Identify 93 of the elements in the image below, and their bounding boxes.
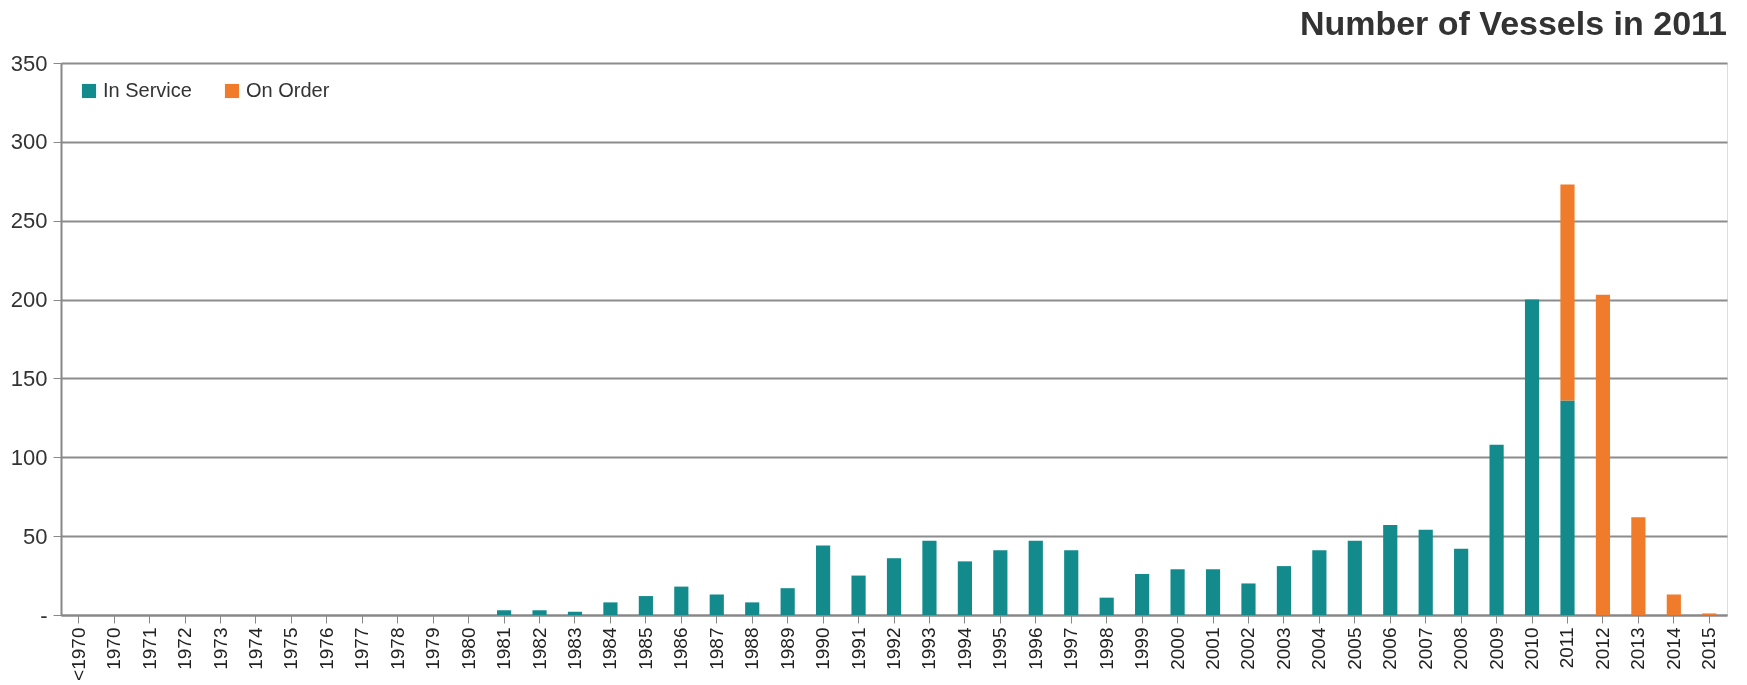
x-tick-label: 1975	[280, 627, 302, 670]
legend-label: In Service	[103, 79, 192, 101]
x-tick-label: 1987	[705, 627, 727, 670]
x-tick-label: 2012	[1591, 627, 1613, 670]
x-tick-label: 1974	[244, 627, 266, 670]
x-tick-label: 1973	[209, 627, 231, 670]
x-tick-label: 1993	[918, 627, 940, 670]
bar	[1383, 525, 1398, 615]
x-tick-label: 1971	[138, 627, 160, 670]
bar	[816, 545, 831, 615]
bar	[993, 550, 1008, 615]
bar	[1312, 550, 1327, 615]
x-tick-label: 2013	[1627, 627, 1649, 670]
bar	[1595, 294, 1611, 615]
x-tick-label: 2005	[1343, 627, 1365, 670]
bar	[922, 540, 937, 615]
bar	[780, 588, 795, 615]
x-tick-label: 1972	[174, 627, 196, 670]
x-tick-label: 1976	[315, 627, 337, 670]
bar	[1170, 569, 1185, 615]
bar	[1560, 400, 1575, 615]
x-tick-label: <1970	[67, 627, 89, 681]
x-tick-label: 1999	[1131, 627, 1153, 670]
x-tick-label: 2011	[1556, 627, 1578, 669]
bar	[709, 594, 724, 615]
y-tick-label: 50	[23, 523, 48, 549]
bar	[957, 561, 972, 615]
bar	[851, 575, 866, 615]
x-tick-label: 2010	[1521, 627, 1543, 670]
y-tick-label: 100	[10, 444, 48, 470]
bar	[745, 602, 760, 615]
bar	[1347, 540, 1362, 615]
y-tick-label: 300	[10, 129, 48, 155]
x-tick-label: 1970	[103, 627, 125, 670]
x-tick-label: 2004	[1308, 627, 1330, 670]
bar	[1666, 594, 1681, 615]
bar	[1560, 184, 1575, 401]
bar	[674, 586, 689, 615]
bar	[638, 596, 653, 615]
bar	[497, 610, 512, 615]
bar	[1489, 444, 1504, 615]
x-tick-label: 1977	[351, 627, 373, 670]
bar	[886, 558, 902, 615]
x-tick-label: 1998	[1095, 627, 1117, 670]
y-tick-label: 200	[10, 287, 48, 313]
y-tick-label: 250	[10, 208, 48, 234]
bar	[1454, 548, 1469, 615]
x-tick-label: 2007	[1414, 627, 1436, 670]
x-tick-label: 1981	[493, 627, 515, 670]
x-tick-label: 1996	[1024, 627, 1046, 670]
x-tick-label: 1984	[599, 627, 621, 670]
x-tick-label: 2000	[1166, 627, 1188, 670]
x-tick-label: 1985	[634, 627, 656, 670]
y-tick-label: -	[40, 602, 48, 628]
x-tick-label: 2002	[1237, 627, 1259, 670]
bar	[567, 611, 583, 615]
bar	[1418, 529, 1433, 615]
x-tick-label: 1991	[847, 627, 869, 670]
x-tick-label: 2006	[1379, 627, 1401, 670]
bar	[603, 602, 618, 615]
x-tick-label: 2009	[1485, 627, 1507, 670]
y-tick-label: 350	[10, 50, 48, 76]
bar	[1099, 597, 1114, 615]
bar	[1205, 569, 1221, 615]
bar	[1241, 583, 1256, 615]
bar	[1064, 550, 1079, 615]
x-tick-label: 1990	[812, 627, 834, 670]
y-tick-label: 150	[10, 365, 48, 391]
x-tick-label: 2003	[1272, 627, 1294, 670]
x-tick-label: 1982	[528, 627, 550, 670]
x-tick-label: 2015	[1698, 627, 1720, 670]
x-tick-label: 2008	[1450, 627, 1472, 670]
x-tick-label: 1988	[741, 627, 763, 670]
bar	[1276, 566, 1291, 615]
x-tick-label: 1983	[563, 627, 585, 670]
legend-label: On Order	[246, 79, 330, 101]
x-tick-label: 2014	[1662, 627, 1684, 670]
bar	[532, 610, 547, 615]
x-tick-label: 1979	[422, 627, 444, 670]
x-tick-label: 1978	[386, 627, 408, 670]
x-tick-label: 1980	[457, 627, 479, 670]
bar	[1631, 517, 1646, 615]
chart-title: Number of Vessels in 2011	[1299, 4, 1727, 42]
bar	[1135, 573, 1150, 615]
x-tick-label: 1989	[776, 627, 798, 670]
bar	[1524, 299, 1540, 615]
x-tick-label: 1992	[883, 627, 904, 670]
x-tick-label: 1997	[1060, 627, 1082, 670]
x-tick-label: 1994	[953, 627, 975, 670]
bar	[1028, 540, 1043, 615]
x-tick-label: 1986	[670, 627, 692, 670]
x-tick-label: 2001	[1202, 627, 1224, 670]
x-tick-label: 1995	[989, 627, 1011, 670]
